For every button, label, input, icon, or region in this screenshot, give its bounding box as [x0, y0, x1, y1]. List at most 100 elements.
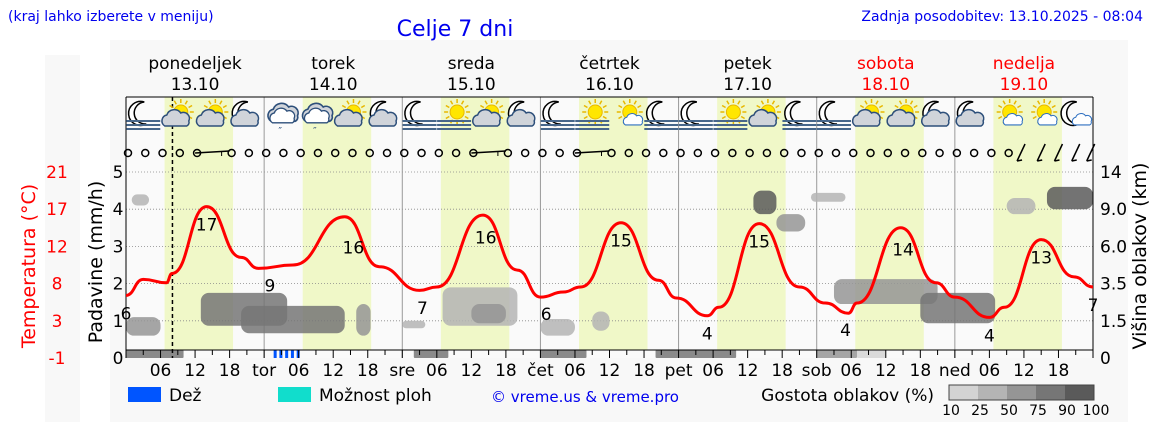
cloud-blob: [833, 279, 938, 305]
density-scale-border: [948, 384, 1095, 401]
sun-ray: [346, 100, 350, 105]
sun-ray: [775, 104, 780, 109]
cloud-blob: [471, 304, 506, 324]
sun-ray: [737, 100, 741, 105]
day-date: 13.10: [171, 75, 220, 95]
weather-icon-sun-cloud: [333, 99, 367, 127]
wind-calm-icon: [797, 148, 806, 158]
sun-ray: [875, 100, 879, 105]
density-tick-label: 100: [1083, 403, 1110, 419]
sun-disc: [725, 104, 741, 120]
sun-ray: [1002, 100, 1006, 105]
density-swatch: [1036, 385, 1065, 400]
wind-calm-icon: [814, 148, 823, 158]
weather-icon-sun-small-cloud: [616, 99, 644, 126]
wind-calm-icon: [935, 148, 944, 158]
sun-ray: [721, 104, 726, 109]
wind-calm-icon: [469, 148, 478, 158]
wind-row: [123, 143, 1096, 162]
sun-ray: [499, 104, 504, 109]
temp-axis-panel: [45, 55, 80, 422]
cloud-icon: [748, 109, 778, 127]
sun-ray: [998, 104, 1003, 109]
weather-icon-sun-cloud: [195, 99, 229, 127]
sun-ray: [898, 100, 903, 105]
x-hour-label: 06: [288, 361, 310, 381]
wind-calm-icon: [400, 148, 409, 158]
x-hour-label: 06: [840, 361, 862, 381]
temperature-extreme-label: 4: [840, 321, 851, 341]
temperature-extreme-label: 17: [196, 216, 218, 236]
day-date: 14.10: [309, 75, 358, 95]
day-name: sreda: [448, 54, 495, 74]
weather-icon-sun-small-cloud: [996, 99, 1023, 126]
sun-ray: [618, 104, 623, 109]
temperature-extreme-label: 6: [121, 304, 132, 324]
sun-ray: [599, 100, 603, 105]
chart-labels: 6 17 9 16 7 16 6 15 4 15 4 14 4 13 7: [121, 216, 1099, 347]
sun-ray: [449, 100, 454, 105]
cloud-height-tick-label: 1.5: [1100, 312, 1127, 332]
precip-tick-label: 5: [113, 163, 124, 183]
weather-icon-sun-cloud: [851, 99, 885, 127]
sun-ray: [1048, 100, 1052, 105]
sun-ray: [756, 104, 761, 109]
weather-icon-moon-fog: [678, 100, 713, 130]
wind-calm-icon: [382, 148, 392, 158]
weather-icon-sun-cloud: [161, 99, 194, 127]
menu-hint[interactable]: (kraj lahko izberete v meniju): [8, 9, 214, 25]
cloud-height-axis-title: Višina oblakov (km): [1129, 163, 1151, 350]
cloud-blob: [1046, 186, 1093, 210]
density-swatch: [1007, 385, 1036, 400]
x-hour-label: 06: [702, 361, 724, 381]
wind-calm-icon: [330, 148, 340, 158]
cloud-icon: [1037, 113, 1058, 126]
wind-calm-icon: [123, 148, 133, 158]
sun-ray: [740, 104, 746, 109]
cloud-blob: [131, 194, 150, 206]
cloud-blob: [816, 350, 858, 358]
cloud-blob: [241, 305, 345, 334]
x-hour-label: 12: [461, 361, 483, 381]
sun-ray: [1013, 100, 1017, 105]
weather-icon-sun-fog: [437, 99, 472, 130]
x-hour-label: 12: [1013, 361, 1035, 381]
cloud-blob: [857, 350, 886, 358]
cloud-layer: [126, 186, 1093, 358]
wind-calm-icon: [762, 148, 772, 158]
wind-calm-icon: [693, 148, 703, 158]
day-name: ponedeljek: [148, 54, 242, 74]
sun-ray: [740, 115, 746, 120]
weather-icon-moon-cloud: [506, 100, 536, 127]
weather-icon-moon-fog: [644, 100, 679, 130]
density-tick-label: 75: [1029, 403, 1047, 419]
cloud-blob: [126, 350, 184, 358]
temperature-extreme-label: 16: [475, 229, 497, 249]
cloud-icon: [269, 107, 296, 124]
cloud-blob: [540, 318, 575, 336]
sun-ray: [583, 104, 588, 109]
cloud-blob: [1006, 198, 1036, 215]
x-hour-label: 12: [875, 361, 897, 381]
weather-icon-cloud-drizzle: ″: [267, 102, 299, 137]
cloud-blob: [356, 304, 371, 336]
precip-axis-title: Padavine (mm/h): [85, 181, 107, 344]
rain-bar: [285, 350, 289, 358]
copyright-link[interactable]: © vreme.us & vreme.pro: [491, 388, 679, 406]
axes: 012345-13812172101.53.56.09.014ponedelje…: [46, 54, 1127, 381]
weather-icon-sun-cloud: [472, 99, 505, 127]
sun-ray: [360, 104, 366, 109]
cloud-icon: [851, 109, 881, 127]
last-update: Zadnja posodobitev: 13.10.2025 - 08:04: [861, 9, 1143, 25]
x-day-label: sre: [389, 361, 415, 381]
precip-tick-label: 3: [113, 237, 124, 257]
temperature-series: [125, 205, 1094, 319]
daylight-band: [578, 97, 648, 350]
day-name: četrtek: [579, 54, 640, 74]
x-hour-label: 06: [564, 361, 586, 381]
sun-ray: [184, 100, 188, 105]
rain-bar: [290, 350, 294, 358]
weather-icon-moon-fog: [816, 100, 851, 130]
temperature-axis-title: Temperatura (°C): [18, 184, 40, 349]
